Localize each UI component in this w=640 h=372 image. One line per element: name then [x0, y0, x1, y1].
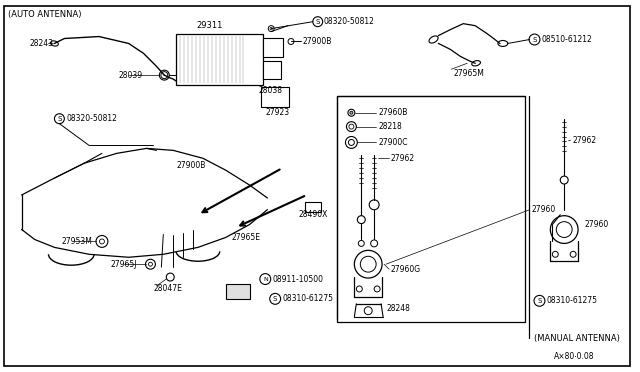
Text: (AUTO ANTENNA): (AUTO ANTENNA) [8, 10, 81, 19]
Text: N: N [263, 276, 268, 282]
Text: S: S [57, 116, 61, 122]
Text: 08320-50812: 08320-50812 [324, 17, 374, 26]
Text: S: S [537, 298, 541, 304]
Text: 08320-50812: 08320-50812 [67, 114, 117, 123]
Text: 28047E: 28047E [154, 285, 182, 294]
Circle shape [349, 124, 354, 129]
Text: 28248: 28248 [386, 304, 410, 313]
Circle shape [348, 109, 355, 116]
Text: 27900B: 27900B [303, 37, 332, 46]
Circle shape [552, 251, 558, 257]
Text: A×80⋅0.08: A×80⋅0.08 [554, 352, 595, 361]
Circle shape [371, 240, 378, 247]
Circle shape [358, 240, 364, 246]
Ellipse shape [498, 41, 508, 46]
Circle shape [161, 72, 168, 78]
Text: 08310-61275: 08310-61275 [547, 296, 597, 305]
Circle shape [99, 239, 104, 244]
Circle shape [550, 216, 578, 243]
Bar [176, 33, 263, 85]
Circle shape [348, 140, 355, 145]
Circle shape [260, 273, 271, 285]
Circle shape [346, 122, 356, 132]
Circle shape [360, 256, 376, 272]
Text: 28218: 28218 [378, 122, 402, 131]
Text: 28243: 28243 [29, 39, 54, 48]
Circle shape [96, 235, 108, 247]
Text: 27960G: 27960G [391, 264, 421, 274]
Circle shape [369, 200, 379, 210]
Text: 27960B: 27960B [378, 108, 408, 117]
Circle shape [350, 111, 353, 114]
Text: 29311: 29311 [196, 21, 222, 30]
Text: 27960: 27960 [532, 205, 556, 214]
Circle shape [355, 250, 382, 278]
Circle shape [529, 34, 540, 45]
Circle shape [159, 70, 169, 80]
Text: 08310-61275: 08310-61275 [282, 294, 333, 303]
Circle shape [270, 28, 273, 30]
Text: 27962: 27962 [391, 154, 415, 163]
Text: 27965M: 27965M [453, 69, 484, 78]
Circle shape [145, 259, 156, 269]
Text: 27965J: 27965J [111, 260, 138, 269]
Text: 27965E: 27965E [232, 233, 260, 242]
Bar [263, 38, 283, 57]
Circle shape [534, 295, 545, 306]
Bar [337, 96, 525, 322]
Ellipse shape [472, 61, 481, 66]
Circle shape [346, 137, 357, 148]
Circle shape [166, 273, 174, 281]
Bar [261, 87, 289, 107]
Circle shape [269, 294, 280, 304]
Circle shape [374, 286, 380, 292]
Circle shape [556, 222, 572, 237]
Text: 08510-61212: 08510-61212 [541, 35, 592, 44]
Circle shape [356, 286, 362, 292]
Circle shape [288, 39, 294, 44]
Text: 27900C: 27900C [378, 138, 408, 147]
Text: (MANUAL ANTENNA): (MANUAL ANTENNA) [534, 334, 620, 343]
Circle shape [54, 114, 65, 124]
Circle shape [357, 216, 365, 224]
Circle shape [313, 17, 323, 27]
Text: 28038: 28038 [259, 86, 282, 96]
Ellipse shape [429, 36, 438, 43]
Text: S: S [532, 36, 537, 42]
Text: 28490X: 28490X [299, 210, 328, 219]
Circle shape [560, 176, 568, 184]
Text: 27900B: 27900B [176, 161, 205, 170]
Text: 27923: 27923 [265, 108, 289, 117]
Circle shape [364, 307, 372, 315]
Bar [226, 284, 250, 299]
Text: 08911-10500: 08911-10500 [272, 275, 323, 283]
Bar [305, 202, 321, 212]
Text: 27962: 27962 [572, 136, 596, 145]
Text: 28039: 28039 [119, 71, 143, 80]
Text: 27953M: 27953M [61, 237, 92, 246]
Circle shape [570, 251, 576, 257]
Text: S: S [316, 19, 320, 25]
Ellipse shape [51, 41, 58, 46]
Circle shape [148, 262, 152, 266]
Text: S: S [273, 296, 277, 302]
Circle shape [268, 26, 274, 32]
Bar [263, 61, 281, 79]
Text: 27960: 27960 [584, 220, 608, 229]
